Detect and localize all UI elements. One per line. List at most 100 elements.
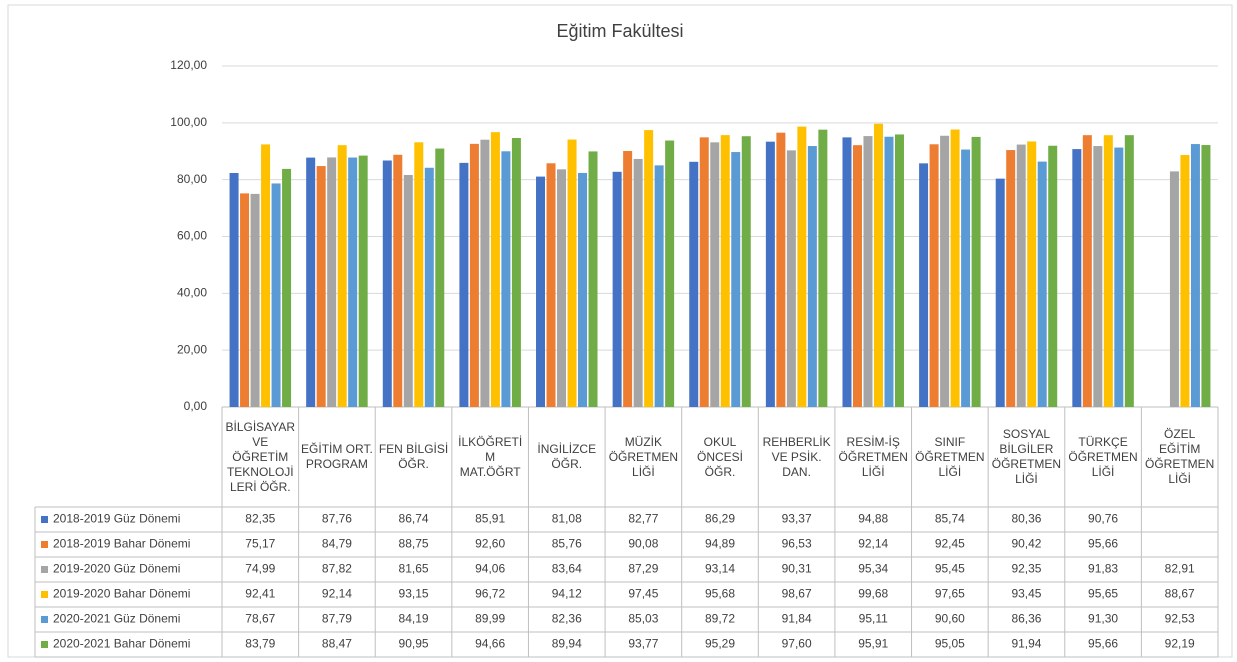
- bar: [250, 193, 260, 407]
- bar: [490, 132, 500, 408]
- bar: [557, 169, 567, 407]
- bar: [873, 123, 883, 407]
- table-value: 91,30: [1088, 612, 1118, 626]
- bar: [1169, 171, 1179, 407]
- bar: [699, 137, 709, 407]
- table-value: 78,67: [245, 612, 275, 626]
- bar: [588, 151, 598, 407]
- bar: [546, 163, 556, 407]
- table-value: 95,29: [705, 637, 735, 651]
- table-value: 91,83: [1088, 562, 1118, 576]
- bar: [1016, 144, 1026, 407]
- table-value: 97,60: [782, 637, 812, 651]
- y-tick-label: 120,00: [170, 58, 207, 72]
- legend-swatch: [41, 541, 48, 548]
- bar: [919, 163, 929, 407]
- bar: [337, 145, 347, 408]
- table-value: 96,53: [782, 537, 812, 551]
- bar: [240, 193, 250, 407]
- table-value: 82,91: [1165, 562, 1195, 576]
- bar: [567, 139, 577, 407]
- table-value: 93,77: [628, 637, 658, 651]
- bar: [884, 136, 894, 408]
- bar: [435, 148, 445, 407]
- bar: [578, 172, 588, 407]
- bar: [1006, 150, 1016, 407]
- category-label: SOSYAL BİLGİLER ÖĞRETMENLİĞİ: [991, 427, 1062, 486]
- bar: [894, 134, 904, 407]
- bar: [633, 158, 643, 407]
- table-value: 96,72: [475, 587, 505, 601]
- bar: [731, 152, 741, 407]
- bar: [358, 155, 368, 407]
- legend-label: 2018-2019 Bahar Dönemi: [53, 537, 190, 551]
- table-value: 92,35: [1011, 562, 1041, 576]
- bar: [612, 171, 622, 407]
- bar: [271, 183, 281, 407]
- bar: [1124, 135, 1134, 407]
- table-value: 89,94: [552, 637, 582, 651]
- bar: [929, 144, 939, 408]
- table-value: 84,79: [322, 537, 352, 551]
- table-value: 85,91: [475, 512, 505, 526]
- table-value: 83,64: [552, 562, 582, 576]
- table-value: 94,06: [475, 562, 505, 576]
- category-label: OKUL ÖNCESİ ÖĞR.: [696, 434, 743, 479]
- table-value: 88,75: [399, 537, 429, 551]
- table-value: 89,72: [705, 612, 735, 626]
- bar: [501, 151, 511, 407]
- table-value: 87,76: [322, 512, 352, 526]
- bar: [940, 135, 950, 407]
- table-value: 92,19: [1165, 637, 1195, 651]
- table-value: 86,29: [705, 512, 735, 526]
- table-value: 95,45: [935, 562, 965, 576]
- bar: [807, 146, 817, 407]
- table-value: 84,19: [399, 612, 429, 626]
- category-label: MÜZİK ÖĞRETMENLİĞİ: [608, 434, 679, 479]
- legend-label: 2020-2021 Güz Dönemi: [53, 612, 180, 626]
- bar: [327, 157, 337, 407]
- bar: [720, 135, 730, 408]
- category-label: REHBERLİK VE PSİK. DAN.: [762, 434, 831, 479]
- y-tick-label: 100,00: [170, 115, 207, 129]
- table-value: 93,14: [705, 562, 735, 576]
- table-value: 94,12: [552, 587, 582, 601]
- table-value: 88,67: [1165, 587, 1195, 601]
- table-value: 95,66: [1088, 637, 1118, 651]
- table-value: 90,60: [935, 612, 965, 626]
- table-value: 86,74: [399, 512, 429, 526]
- table-value: 82,77: [628, 512, 658, 526]
- legend-label: 2019-2020 Güz Dönemi: [53, 562, 180, 576]
- table-value: 85,03: [628, 612, 658, 626]
- bar: [424, 167, 434, 407]
- bar: [961, 149, 971, 408]
- bar: [306, 157, 316, 407]
- table-value: 93,37: [782, 512, 812, 526]
- category-label: RESİM-İŞ ÖĞRETMENLİĞİ: [838, 434, 908, 479]
- bar: [765, 141, 775, 407]
- table-value: 74,99: [245, 562, 275, 576]
- table-value: 95,11: [859, 612, 888, 626]
- table-value: 93,15: [399, 587, 429, 601]
- bar: [710, 142, 720, 408]
- table-value: 83,79: [245, 637, 275, 651]
- bar: [1180, 155, 1190, 407]
- bar: [414, 142, 424, 407]
- table-value: 95,34: [858, 562, 888, 576]
- table-value: 87,82: [322, 562, 352, 576]
- table-value: 95,91: [858, 637, 888, 651]
- table-value: 92,41: [245, 587, 275, 601]
- table-value: 81,65: [399, 562, 429, 576]
- table-value: 82,35: [245, 512, 275, 526]
- bar: [480, 139, 490, 407]
- table-value: 90,42: [1011, 537, 1041, 551]
- y-tick-label: 20,00: [177, 342, 207, 356]
- table-value: 98,67: [782, 587, 812, 601]
- table-value: 95,05: [935, 637, 965, 651]
- bar: [1037, 161, 1047, 407]
- bar: [995, 178, 1005, 407]
- bar: [842, 137, 852, 407]
- bar: [644, 130, 654, 407]
